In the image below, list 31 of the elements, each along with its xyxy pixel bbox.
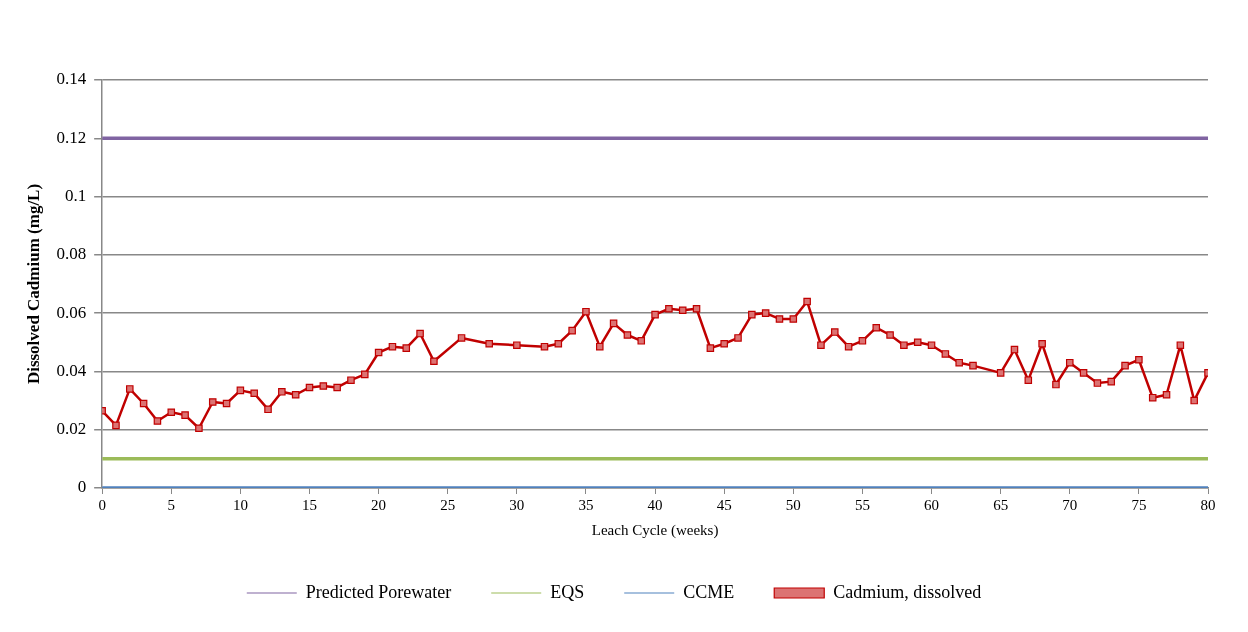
y-tick-label: 0.02 bbox=[56, 419, 87, 439]
y-tick-label: 0.12 bbox=[56, 127, 87, 147]
x-tick-label: 55 bbox=[854, 496, 870, 513]
x-tick-label: 15 bbox=[302, 496, 317, 513]
legend-label: EQS bbox=[550, 581, 585, 602]
x-tick-label: 65 bbox=[993, 496, 1009, 513]
legend-label: CCME bbox=[683, 581, 735, 602]
y-axis-title: Dissolved Cadmium (mg/L) bbox=[23, 183, 43, 385]
y-tick-label: 0.06 bbox=[56, 302, 87, 322]
x-tick-label: 5 bbox=[167, 496, 176, 513]
x-tick-label: 80 bbox=[1200, 496, 1216, 513]
y-tick-label: 0.08 bbox=[56, 244, 87, 264]
x-tick-label: 10 bbox=[232, 496, 248, 513]
x-tick-label: 75 bbox=[1131, 496, 1147, 513]
x-tick-label: 20 bbox=[371, 496, 387, 513]
x-tick-label: 50 bbox=[785, 496, 801, 513]
x-tick-label: 30 bbox=[509, 496, 525, 513]
y-tick-label: 0.1 bbox=[64, 186, 87, 206]
x-tick-label: 70 bbox=[1062, 496, 1078, 513]
x-tick-label: 0 bbox=[98, 496, 106, 513]
x-tick-label: 25 bbox=[440, 496, 456, 513]
legend-label: Cadmium, dissolved bbox=[833, 581, 982, 602]
x-axis-title: Leach Cycle (weeks) bbox=[591, 521, 719, 539]
x-tick-label: 40 bbox=[647, 496, 663, 513]
y-tick-label: 0.04 bbox=[56, 360, 87, 380]
x-tick-label: 60 bbox=[924, 496, 940, 513]
y-tick-label: 0 bbox=[77, 477, 87, 497]
legend-label: Predicted Porewater bbox=[305, 581, 452, 602]
x-tick-label: 35 bbox=[578, 496, 594, 513]
y-tick-label: 0.14 bbox=[56, 69, 87, 89]
x-tick-label: 45 bbox=[716, 496, 732, 513]
